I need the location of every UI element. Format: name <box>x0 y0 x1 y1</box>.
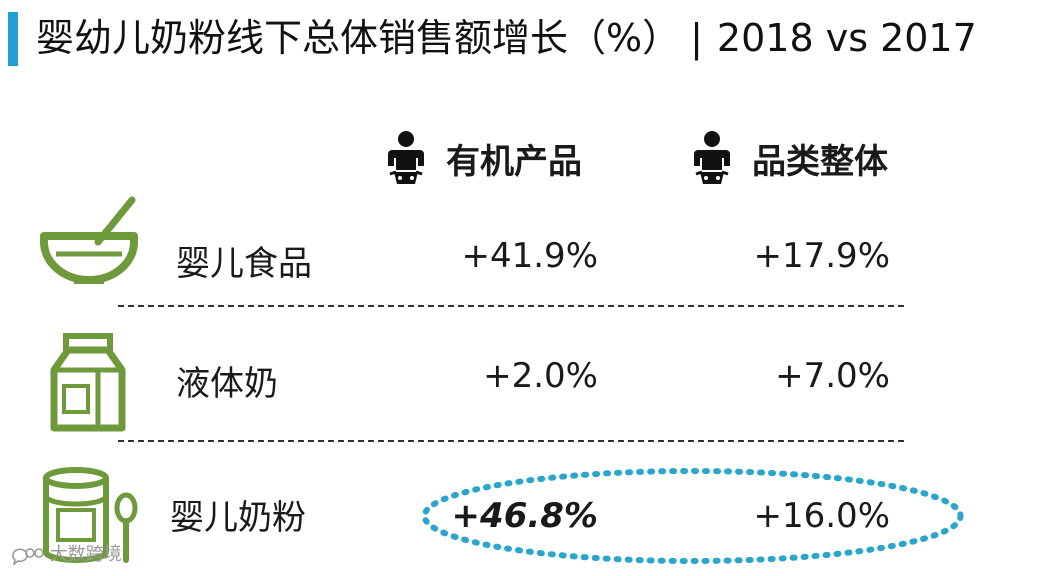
column-header-organic: 有机产品 <box>380 130 582 186</box>
watermark: 大数跨境 <box>10 540 122 566</box>
value-baby-food-overall: +17.9% <box>753 236 891 276</box>
bowl-icon <box>40 196 138 284</box>
watermark-text: 大数跨境 <box>49 544 122 565</box>
column-header-overall-label: 品类整体 <box>752 141 888 182</box>
value-infant-formula-overall: +16.0% <box>753 496 891 536</box>
value-liquid-milk-organic: +2.0% <box>483 356 598 396</box>
row-label-baby-food: 婴儿食品 <box>176 244 312 284</box>
title-accent-bar <box>8 12 18 66</box>
value-liquid-milk-overall: +7.0% <box>775 356 890 396</box>
row-label-infant-formula: 婴儿奶粉 <box>170 498 306 538</box>
column-header-overall: 品类整体 <box>686 130 888 186</box>
row-label-liquid-milk: 液体奶 <box>176 364 278 404</box>
milk-carton-icon <box>50 333 126 432</box>
title-main: 婴幼儿奶粉线下总体销售额增长（%） <box>36 16 681 60</box>
title-period: 2018 vs 2017 <box>716 16 977 60</box>
chat-bubble-icon <box>12 548 44 565</box>
baby-icon <box>694 131 730 184</box>
formula-can-icon <box>43 467 138 563</box>
value-baby-food-organic: +41.9% <box>461 236 599 276</box>
baby-icon <box>388 131 424 184</box>
value-infant-formula-organic: +46.8% <box>451 496 598 536</box>
page-title: 婴幼儿奶粉线下总体销售额增长（%） | 2018 vs 2017 <box>36 10 977 66</box>
row-divider <box>118 440 904 442</box>
highlight-ellipse <box>421 468 964 564</box>
row-divider <box>118 305 904 307</box>
title-separator: | <box>690 16 703 60</box>
column-header-organic-label: 有机产品 <box>446 141 582 182</box>
